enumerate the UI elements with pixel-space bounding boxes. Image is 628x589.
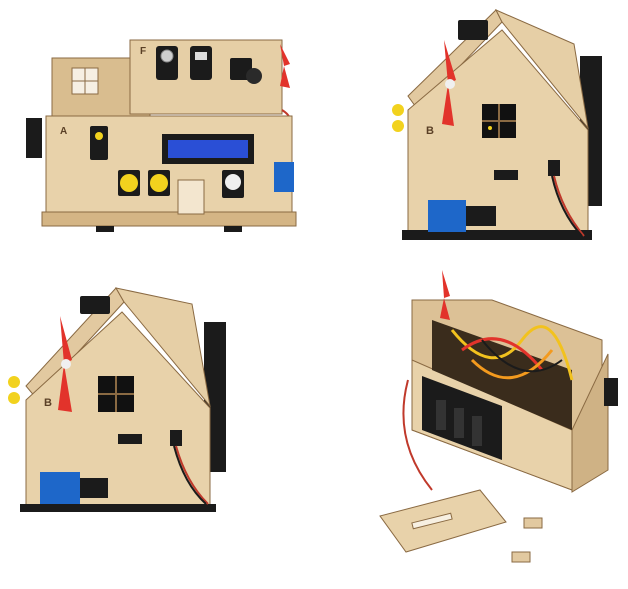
panel-letter-f: F: [140, 46, 146, 57]
panel-letter-b: B: [426, 125, 434, 137]
photo-side-view-left: B: [0, 282, 232, 514]
panel-letter-a: A: [60, 126, 67, 137]
lcd-display: [168, 140, 248, 158]
photo-front-view: F A: [18, 20, 304, 242]
panel-letter-b: B: [44, 397, 52, 409]
photo-side-view-right: B: [384, 0, 612, 246]
photo-open-interior: [372, 260, 628, 578]
